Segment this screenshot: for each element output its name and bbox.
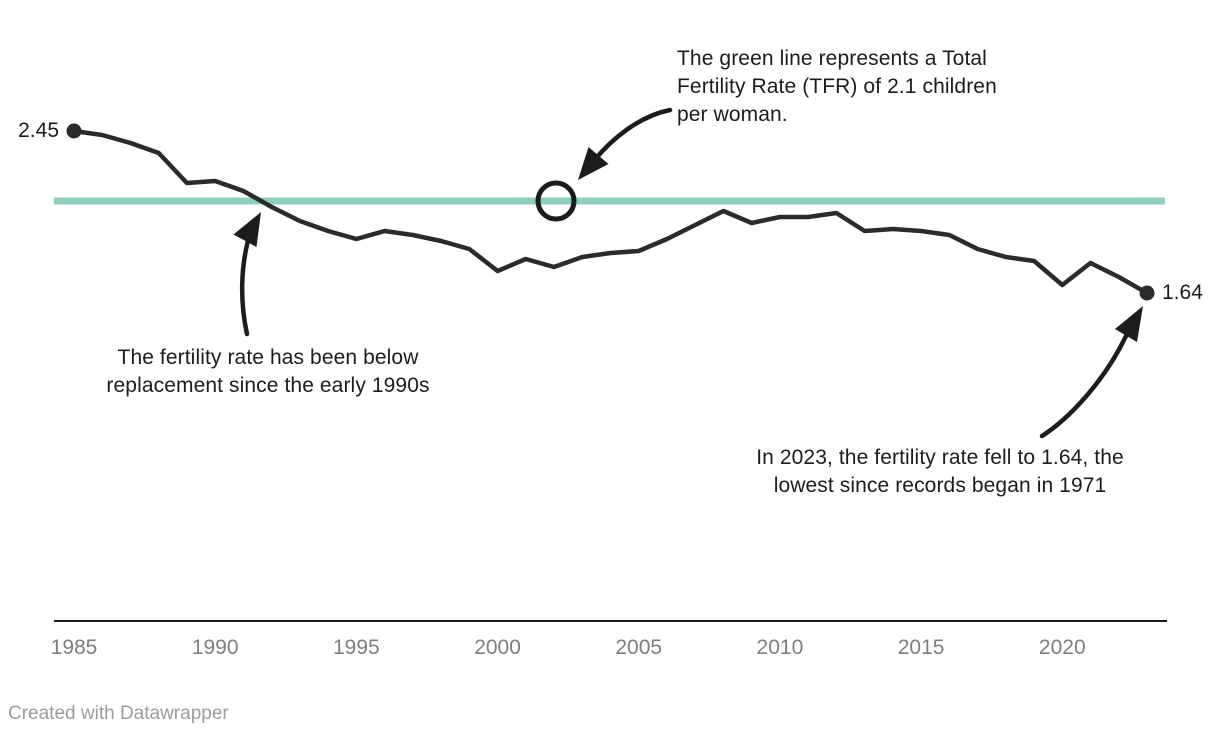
x-tick-label: 2000 (474, 636, 521, 659)
x-tick-label: 1985 (50, 636, 98, 659)
annotation-text-line: The fertility rate has been below (117, 346, 419, 369)
start-point-marker (66, 123, 82, 139)
x-tick-label: 1990 (191, 636, 239, 659)
arrow-to-green-line (578, 107, 673, 180)
annotation-text-line: per woman. (677, 103, 788, 126)
x-tick-label: 2005 (615, 636, 663, 659)
annotation-text-line: The green line represents a Total (677, 47, 987, 70)
replacement-level-reference-line (54, 197, 1165, 205)
green-line-circle-marker (535, 180, 577, 222)
x-axis-line (54, 620, 1167, 622)
annotation-text-line: lowest since records began in 1971 (773, 474, 1107, 497)
x-tick-label: 2020 (1038, 636, 1086, 659)
annotation-text-line: replacement since the early 1990s (106, 374, 430, 397)
annotation-replacement-note: The fertility rate has been below replac… (68, 344, 468, 400)
annotation-text-line: Fertility Rate (TFR) of 2.1 children (677, 75, 997, 98)
datawrapper-credit: Created with Datawrapper (8, 703, 229, 724)
annotation-record-low-note: In 2023, the fertility rate fell to 1.64… (720, 444, 1160, 500)
x-tick-label: 2015 (897, 636, 945, 659)
x-tick-label: 1995 (333, 636, 380, 659)
end-value-label: 1.64 (1162, 281, 1203, 304)
annotation-text-line: In 2023, the fertility rate fell to 1.64… (756, 446, 1124, 469)
end-point-marker (1139, 285, 1155, 301)
start-value-label: 2.45 (18, 119, 59, 142)
arrow-to-2023-point (1039, 306, 1143, 439)
annotation-green-line-note: The green line represents a Total Fertil… (677, 45, 997, 129)
x-tick-label: 2010 (756, 636, 804, 659)
fertility-rate-line (71, 128, 1150, 296)
arrow-to-crossing-point (233, 212, 261, 337)
